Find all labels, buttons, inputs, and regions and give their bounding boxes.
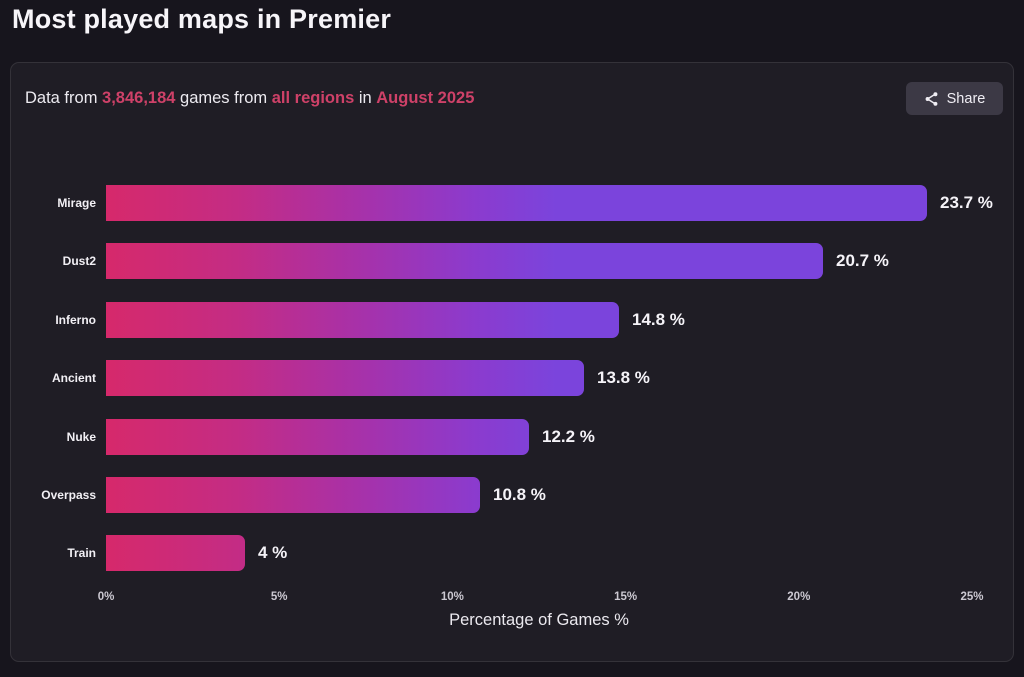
chart-row: Overpass 10.8 % — [11, 477, 1013, 513]
games-count: 3,846,184 — [102, 89, 176, 107]
chart-row: Inferno 14.8 % — [11, 301, 1013, 338]
period-value: August 2025 — [376, 89, 475, 107]
x-tick-label: 10% — [440, 591, 464, 603]
subtitle-between-2: in — [354, 89, 377, 107]
map-bar[interactable] — [106, 535, 245, 572]
x-tick-label: 5% — [270, 591, 288, 603]
bar-value-label: 20.7 % — [836, 251, 889, 271]
map-bar[interactable] — [106, 477, 480, 513]
bar-chart: Mirage 23.7 % Dust2 20.7 % Inferno 14.8 % Anci… — [11, 63, 1013, 661]
x-tick-label: 25% — [960, 591, 984, 603]
map-label: Ancient — [51, 371, 96, 386]
x-tick-label: 0% — [97, 591, 115, 603]
bar-value-label: 23.7 % — [940, 193, 993, 212]
chart-row: Mirage 23.7 % — [11, 185, 1013, 221]
map-label: Dust2 — [62, 254, 96, 269]
page-title: Most played maps in Premier — [12, 4, 392, 34]
map-label: Train — [67, 546, 96, 561]
map-label: Mirage — [57, 196, 96, 210]
regions-value: all regions — [271, 89, 355, 107]
map-bar[interactable] — [106, 185, 927, 221]
map-bar[interactable] — [106, 301, 619, 338]
map-label: Overpass — [41, 488, 96, 502]
subtitle-prefix: Data from — [25, 89, 103, 107]
bar-value-label: 4 % — [258, 543, 288, 563]
data-summary-text: Data from 3,846,184 games from all regio… — [25, 89, 474, 108]
x-axis-title: Percentage of Games % — [449, 611, 629, 629]
chart-row: Ancient 13.8 % — [11, 360, 1013, 397]
chart-row: Train 4 % — [11, 535, 1013, 572]
x-tick-label: 20% — [787, 591, 811, 603]
chart-row: Nuke 12.2 % — [11, 418, 1013, 455]
bar-value-label: 10.8 % — [493, 485, 546, 504]
map-label: Nuke — [66, 429, 96, 444]
map-bar[interactable] — [106, 418, 529, 455]
map-bar[interactable] — [106, 243, 823, 280]
share-icon — [924, 91, 939, 107]
chart-row: Dust2 20.7 % — [11, 243, 1013, 280]
bar-value-label: 12.2 % — [542, 426, 595, 446]
share-button-label: Share — [946, 90, 986, 107]
bar-value-label: 14.8 % — [632, 309, 685, 329]
bar-value-label: 13.8 % — [597, 368, 650, 388]
subtitle-between-1: games from — [175, 89, 272, 107]
map-label: Inferno — [55, 312, 96, 327]
map-bar[interactable] — [106, 360, 584, 397]
share-button[interactable]: Share — [906, 82, 1003, 115]
chart-card: Data from 3,846,184 games from all regio… — [10, 62, 1014, 662]
x-tick-label: 15% — [614, 591, 638, 603]
